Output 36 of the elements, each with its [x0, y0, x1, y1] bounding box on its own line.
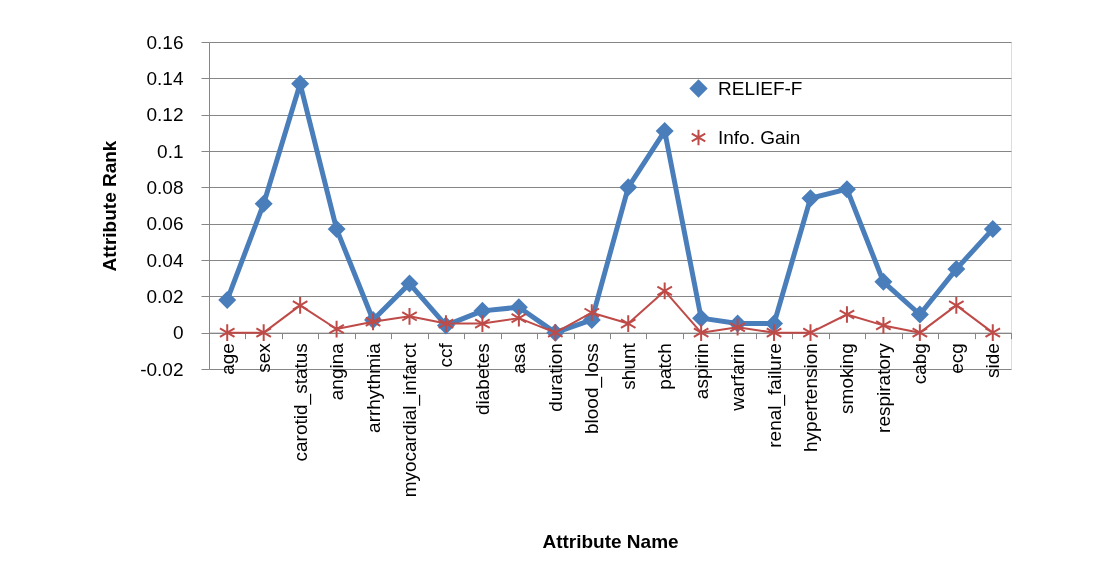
y-tick-label: 0.08 [146, 176, 184, 198]
x-tick-label: hypertension [800, 343, 821, 452]
y-tick-label: 0.16 [146, 31, 184, 53]
x-tick-label: smoking [836, 343, 858, 414]
x-tick-label: patch [654, 343, 676, 390]
y-axis-title: Attribute Rank [98, 140, 120, 272]
x-tick-label: sex [253, 342, 275, 373]
x-tick-label: cabg [909, 343, 931, 385]
x-tick-label: diabetes [471, 343, 493, 416]
y-tick-label: 0.04 [146, 249, 184, 271]
x-tick-label: ccf [435, 342, 457, 368]
x-tick-label: renal_failure [763, 343, 786, 448]
y-tick-label: 0.06 [146, 213, 184, 235]
x-tick-label: respiratory [872, 342, 894, 433]
x-tick-label: carotid_status [289, 343, 312, 462]
x-axis-title: Attribute Name [542, 531, 679, 553]
x-tick-label: blood_loss [581, 343, 604, 435]
x-tick-label: shunt [617, 342, 639, 390]
x-tick-label: age [216, 343, 238, 375]
x-tick-label: warfarin [727, 343, 749, 412]
y-tick-label: 0 [172, 322, 184, 344]
x-tick-label: aspirin [690, 343, 712, 400]
x-tick-label: myocardial_infarct [399, 342, 421, 498]
y-tick-label: 0.02 [146, 285, 184, 307]
y-tick-label: 0.1 [157, 140, 184, 162]
x-tick-label: arrhythmia [362, 342, 384, 433]
x-tick-label: duration [544, 343, 566, 412]
x-tick-label: angina [326, 342, 348, 401]
y-tick-label: -0.02 [140, 358, 184, 380]
x-tick-label: side [982, 343, 1004, 379]
y-tick-label: 0.12 [146, 104, 184, 126]
x-tick-label: ecg [945, 343, 967, 374]
legend-label: RELIEF-F [718, 77, 803, 99]
y-tick-label: 0.14 [146, 67, 184, 89]
x-tick-label: asa [508, 342, 530, 374]
legend-label: Info. Gain [718, 126, 801, 148]
